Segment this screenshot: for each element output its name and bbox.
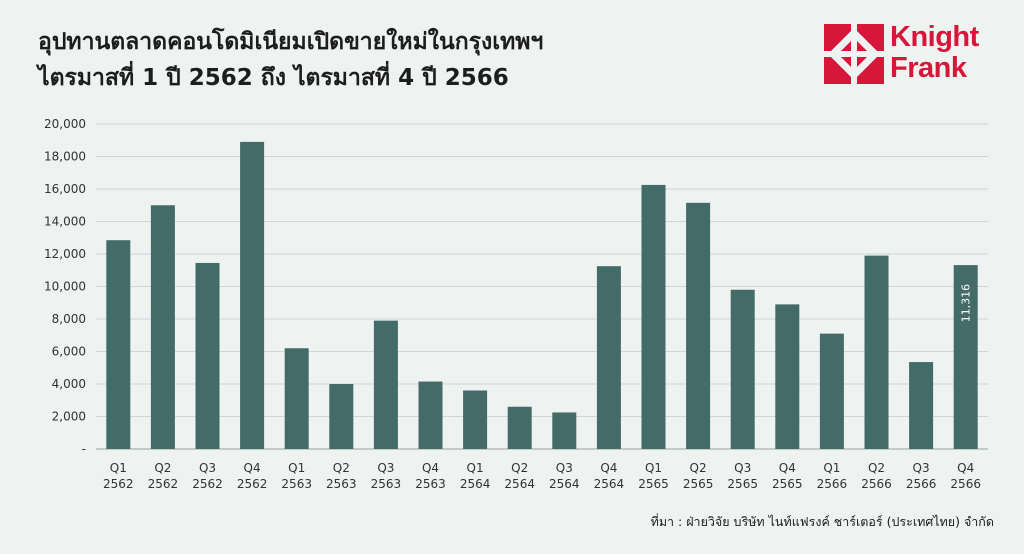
x-tick-label-year: 2566 bbox=[950, 477, 981, 491]
y-tick-label: 12,000 bbox=[44, 247, 86, 261]
x-tick-label-year: 2566 bbox=[906, 477, 937, 491]
bar bbox=[686, 202, 711, 449]
x-axis: Q1 2562 Q2 2562 Q3 2562 Q4 2562 Q1 2563 Q2 2563 Q3 25… bbox=[103, 461, 981, 491]
bar bbox=[507, 406, 532, 449]
bar bbox=[418, 381, 443, 449]
bar bbox=[641, 184, 666, 449]
bar bbox=[373, 320, 398, 449]
x-tick-label-year: 2565 bbox=[727, 477, 758, 491]
x-tick-label-quarter: Q4 bbox=[422, 461, 439, 475]
x-tick-label-quarter: Q4 bbox=[957, 461, 974, 475]
y-tick-label: 2,000 bbox=[52, 410, 86, 424]
x-tick-label-quarter: Q2 bbox=[154, 461, 171, 475]
x-tick-label-year: 2563 bbox=[371, 477, 402, 491]
x-tick-label-year: 2564 bbox=[594, 477, 625, 491]
bar bbox=[240, 141, 265, 449]
bar bbox=[730, 289, 755, 449]
x-tick-label-quarter: Q2 bbox=[333, 461, 350, 475]
x-tick-label-quarter: Q3 bbox=[556, 461, 573, 475]
data-label: 11,316 bbox=[960, 284, 973, 323]
bar bbox=[909, 362, 934, 449]
x-tick-label-year: 2566 bbox=[817, 477, 848, 491]
title-line-2: ไตรมาสที่ 1 ปี 2562 ถึง ไตรมาสที่ 4 ปี 2… bbox=[38, 65, 509, 91]
bar bbox=[463, 390, 488, 449]
x-tick-label-quarter: Q3 bbox=[913, 461, 930, 475]
x-tick-label-year: 2564 bbox=[504, 477, 535, 491]
logo-word-knight: Knight bbox=[890, 21, 979, 53]
x-tick-label-year: 2563 bbox=[281, 477, 312, 491]
x-tick-label-year: 2564 bbox=[460, 477, 491, 491]
title-line-1: อุปทานตลาดคอนโดมิเนียมเปิดขายใหม่ในกรุงเ… bbox=[38, 29, 544, 55]
x-tick-label-quarter: Q2 bbox=[511, 461, 528, 475]
knight-frank-logo-mark-icon bbox=[824, 24, 884, 84]
y-tick-label: 6,000 bbox=[52, 345, 86, 359]
x-tick-label-quarter: Q1 bbox=[467, 461, 484, 475]
x-tick-label-year: 2562 bbox=[103, 477, 134, 491]
y-axis: - 2,000 4,000 6,000 8,000 10,000 12,000 14,000 1… bbox=[44, 117, 86, 456]
logo-wordmark: Knight Frank bbox=[890, 22, 979, 84]
x-tick-label-year: 2562 bbox=[148, 477, 179, 491]
bars bbox=[106, 141, 978, 449]
bar bbox=[552, 412, 577, 449]
bar bbox=[150, 205, 175, 449]
x-tick-label-quarter: Q1 bbox=[110, 461, 127, 475]
y-tick-label: 20,000 bbox=[44, 117, 86, 131]
x-tick-label-year: 2565 bbox=[772, 477, 803, 491]
y-tick-label: - bbox=[82, 442, 86, 456]
x-tick-label-year: 2565 bbox=[683, 477, 714, 491]
x-tick-label-year: 2563 bbox=[415, 477, 446, 491]
chart-title: อุปทานตลาดคอนโดมิเนียมเปิดขายใหม่ในกรุงเ… bbox=[38, 24, 543, 96]
y-tick-label: 10,000 bbox=[44, 280, 86, 294]
x-tick-label-year: 2565 bbox=[638, 477, 669, 491]
bar bbox=[329, 384, 354, 449]
x-tick-label-quarter: Q3 bbox=[199, 461, 216, 475]
x-tick-label-quarter: Q2 bbox=[690, 461, 707, 475]
bar bbox=[596, 266, 621, 449]
bar bbox=[284, 348, 309, 449]
y-tick-label: 16,000 bbox=[44, 182, 86, 196]
x-tick-label-year: 2563 bbox=[326, 477, 357, 491]
x-tick-label-year: 2562 bbox=[237, 477, 268, 491]
bar bbox=[775, 304, 800, 449]
x-tick-label-quarter: Q3 bbox=[734, 461, 751, 475]
knight-frank-logo: Knight Frank bbox=[824, 22, 994, 86]
x-tick-label-quarter: Q4 bbox=[600, 461, 617, 475]
x-tick-label-year: 2562 bbox=[192, 477, 223, 491]
bar bbox=[864, 255, 889, 449]
logo-word-frank: Frank bbox=[890, 52, 967, 84]
bar bbox=[195, 262, 220, 449]
data-labels: 11,316 bbox=[960, 284, 973, 323]
x-tick-label-quarter: Q4 bbox=[244, 461, 261, 475]
source-note: ที่มา : ฝ่ายวิจัย บริษัท ไนท์แฟรงค์ ชาร์… bbox=[650, 514, 994, 529]
x-tick-label-quarter: Q1 bbox=[288, 461, 305, 475]
bar bbox=[106, 240, 131, 449]
x-tick-label-quarter: Q4 bbox=[779, 461, 796, 475]
y-tick-label: 8,000 bbox=[52, 312, 86, 326]
x-tick-label-quarter: Q2 bbox=[868, 461, 885, 475]
y-tick-label: 4,000 bbox=[52, 377, 86, 391]
x-tick-label-quarter: Q1 bbox=[823, 461, 840, 475]
x-tick-label-year: 2564 bbox=[549, 477, 580, 491]
gridlines bbox=[96, 123, 988, 450]
bar bbox=[819, 333, 844, 449]
x-tick-label-year: 2566 bbox=[861, 477, 892, 491]
y-tick-label: 18,000 bbox=[44, 150, 86, 164]
bar bbox=[953, 265, 978, 449]
x-tick-label-quarter: Q3 bbox=[377, 461, 394, 475]
y-tick-label: 14,000 bbox=[44, 215, 86, 229]
x-tick-label-quarter: Q1 bbox=[645, 461, 662, 475]
